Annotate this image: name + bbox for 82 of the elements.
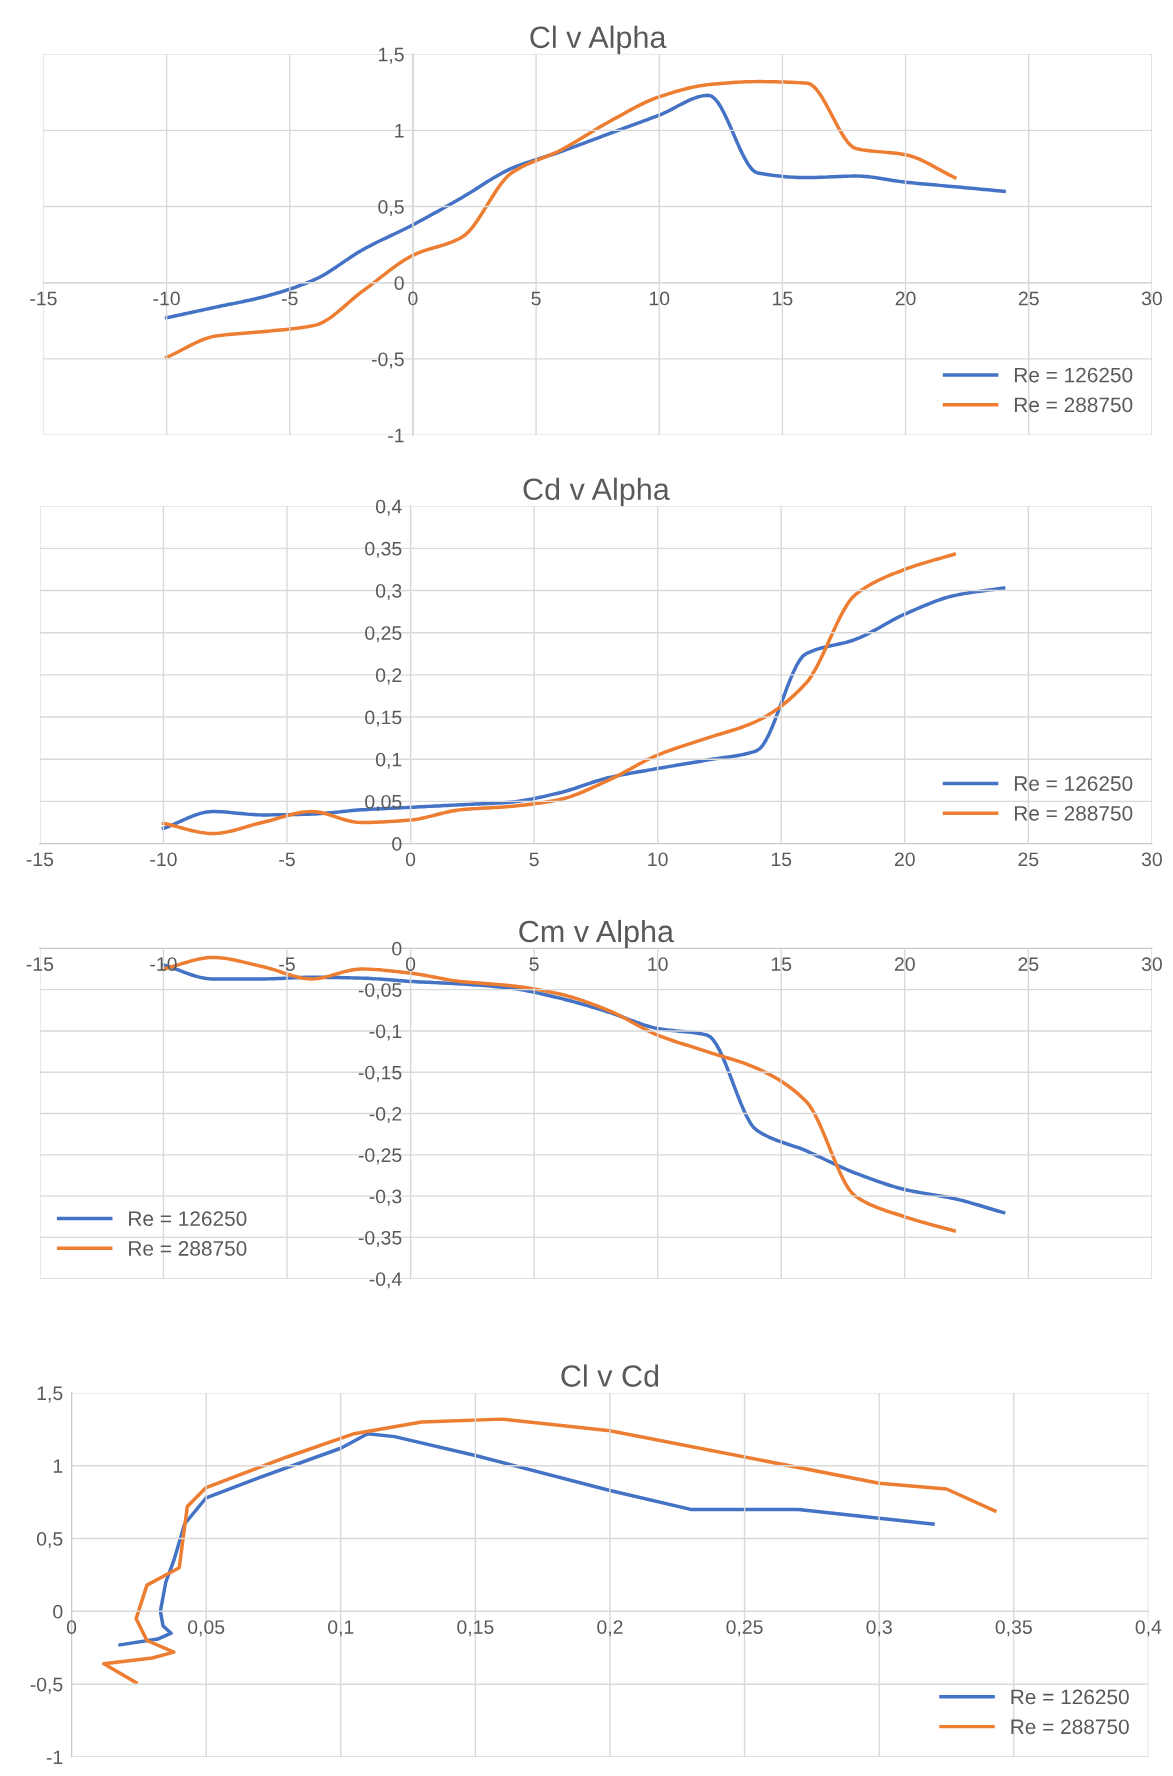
- y-tick-label: 1,5: [37, 1386, 63, 1403]
- x-tick-label: 15: [771, 852, 792, 867]
- x-tick-label: 10: [649, 291, 670, 306]
- x-tick-label: 20: [894, 852, 915, 867]
- x-tick-label: 5: [531, 291, 541, 306]
- line-series: [118, 1431, 935, 1647]
- y-tick-label: -0,35: [358, 1230, 402, 1247]
- legend-label: Re = 288750: [129, 1241, 247, 1256]
- x-tick-label: -5: [279, 852, 295, 867]
- x-tick-label: 0,1: [328, 1620, 354, 1637]
- x-tick-label: -15: [26, 957, 54, 971]
- x-tick-label: -10: [153, 291, 180, 306]
- x-tick-label: 5: [529, 957, 539, 971]
- y-tick-label: 1: [53, 1459, 63, 1473]
- y-tick-label: -1: [46, 1750, 63, 1765]
- x-tick-label: 20: [894, 957, 915, 971]
- x-tick-label: 20: [895, 291, 916, 306]
- x-tick-label: 0: [408, 291, 418, 306]
- y-tick-label: -0,5: [30, 1677, 63, 1694]
- line-series: [102, 1417, 997, 1685]
- y-tick-label: 0: [392, 837, 402, 851]
- y-tick-label: 0,4: [375, 499, 402, 516]
- x-tick-label: -5: [281, 291, 298, 306]
- x-tick-label: 30: [1141, 852, 1162, 867]
- chart-title: Cm v Alpha: [519, 919, 675, 949]
- legend-label: Re = 126250: [1014, 367, 1133, 383]
- legend-label: Re = 126250: [1011, 1689, 1129, 1705]
- x-tick-label: -15: [30, 291, 57, 306]
- x-tick-label: 0,05: [187, 1620, 225, 1637]
- y-tick-label: 0,1: [375, 752, 402, 769]
- y-tick-label: 0,15: [365, 710, 402, 727]
- y-tick-label: -0,3: [369, 1189, 402, 1206]
- x-tick-label: -10: [150, 957, 177, 971]
- x-tick-label: 0,15: [457, 1620, 494, 1637]
- legend-label: Re = 288750: [1014, 397, 1133, 413]
- x-tick-label: 15: [773, 291, 793, 306]
- y-tick-label: -0,15: [358, 1065, 402, 1082]
- x-tick-label: 30: [1141, 291, 1162, 306]
- y-tick-label: -0,4: [369, 1272, 402, 1289]
- x-tick-label: 0,25: [726, 1620, 763, 1637]
- x-tick-label: 0: [405, 852, 416, 867]
- x-tick-label: 0,35: [995, 1620, 1032, 1637]
- y-tick-label: 0,25: [365, 626, 402, 643]
- chart-title: Cd v Alpha: [523, 477, 670, 507]
- chart-title: Cl v Cd: [561, 1364, 659, 1387]
- x-tick-label: 5: [529, 852, 539, 867]
- y-tick-label: 1: [395, 124, 404, 138]
- x-tick-label: 30: [1141, 957, 1162, 971]
- x-tick-label: -5: [279, 957, 295, 971]
- x-tick-label: 25: [1018, 291, 1039, 306]
- x-tick-label: 10: [648, 957, 668, 971]
- x-tick-label: 0,2: [597, 1620, 623, 1637]
- legend-label: Re = 126250: [129, 1211, 247, 1227]
- y-tick-label: 0: [392, 941, 402, 956]
- y-tick-label: -0,1: [369, 1024, 402, 1041]
- legend-label: Re = 288750: [1014, 805, 1133, 821]
- y-tick-label: 0,2: [375, 668, 402, 685]
- x-tick-label: 0,3: [866, 1620, 892, 1637]
- x-tick-label: 25: [1018, 852, 1039, 867]
- y-tick-label: -1: [388, 428, 404, 443]
- x-tick-label: 0,4: [1135, 1620, 1162, 1637]
- x-tick-label: 10: [648, 852, 668, 867]
- chart-title: Cl v Alpha: [530, 25, 667, 55]
- y-tick-label: -0,25: [358, 1148, 402, 1165]
- x-tick-label: 15: [771, 957, 792, 971]
- y-tick-label: 0,5: [378, 200, 404, 217]
- x-tick-label: 0: [405, 957, 416, 971]
- legend-label: Re = 288750: [1011, 1719, 1129, 1735]
- x-tick-label: -15: [26, 852, 54, 867]
- y-tick-label: -0,5: [371, 352, 404, 369]
- legend-label: Re = 126250: [1014, 776, 1133, 791]
- y-tick-label: 1,5: [379, 47, 404, 64]
- y-tick-label: 0,35: [365, 541, 402, 558]
- x-tick-label: 0: [66, 1620, 77, 1634]
- y-tick-label: 0: [53, 1604, 63, 1619]
- x-tick-label: -10: [150, 852, 177, 867]
- y-tick-label: 0: [394, 276, 404, 290]
- y-tick-label: -0,05: [358, 983, 402, 1000]
- y-tick-label: 0,5: [36, 1532, 63, 1549]
- x-tick-label: 25: [1018, 957, 1039, 971]
- y-tick-label: -0,2: [369, 1107, 402, 1124]
- y-tick-label: 0,3: [375, 583, 402, 601]
